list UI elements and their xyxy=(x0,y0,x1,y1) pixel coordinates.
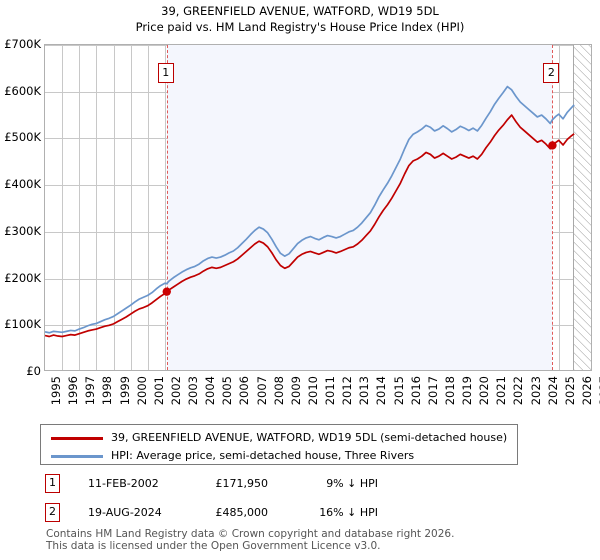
x-axis-tick-label: 1995 xyxy=(49,376,63,406)
x-axis-tick-label: 2021 xyxy=(494,376,509,406)
x-gridline xyxy=(147,45,149,370)
transaction-price: £171,950 xyxy=(215,477,269,490)
transaction-event-line xyxy=(552,45,554,370)
series-line xyxy=(45,85,575,334)
x-gridline xyxy=(113,45,115,370)
x-axis-tick-label: 2002 xyxy=(168,376,183,406)
transaction-index-badge[interactable]: 2 xyxy=(45,503,60,522)
legend-color-swatch xyxy=(51,437,103,440)
x-gridline xyxy=(96,45,98,370)
x-axis-tick-label: 2009 xyxy=(288,376,303,406)
x-gridline xyxy=(79,45,81,370)
x-axis-tick-label: 2006 xyxy=(237,376,252,406)
x-gridline xyxy=(130,45,132,370)
x-axis-tick-label: 2011 xyxy=(323,376,337,406)
x-axis-tick-label: 2026 xyxy=(579,376,594,406)
x-axis-tick-label: 2024 xyxy=(545,376,560,406)
x-gridline xyxy=(164,45,166,370)
transaction-point[interactable] xyxy=(162,287,171,296)
future-projection-hatch xyxy=(573,45,591,370)
x-axis-tick-label: 2025 xyxy=(562,376,577,406)
title-line-2: Price paid vs. HM Land Registry's House … xyxy=(135,20,465,34)
x-axis-tick-label: 2010 xyxy=(305,376,320,406)
x-axis-tick-label: 2001 xyxy=(151,376,166,406)
footer-line-1: Contains HM Land Registry data © Crown c… xyxy=(46,528,455,540)
transaction-index-badge[interactable]: 1 xyxy=(45,474,60,493)
y-axis-tick-label: £200K xyxy=(4,270,41,285)
y-axis-tick-label: £400K xyxy=(4,177,41,192)
x-axis-tick-label: 1997 xyxy=(83,376,98,406)
x-axis-tick-label: 2022 xyxy=(511,376,526,406)
x-axis-tick-label: 2017 xyxy=(425,376,440,406)
transaction-hpi-delta: 16% ↓ HPI xyxy=(319,506,378,519)
plot-area xyxy=(44,44,592,371)
x-axis-tick-label: 2012 xyxy=(340,376,355,406)
y-axis-labels: £0 £100K £200K £300K £400K £500K £600K £700K xyxy=(0,0,44,560)
x-gridline xyxy=(558,45,560,370)
footer: Contains HM Land Registry data © Crown c… xyxy=(46,528,586,552)
y-axis-tick-label: £600K xyxy=(4,83,41,98)
legend-color-swatch xyxy=(51,455,103,458)
series-lines xyxy=(45,85,575,338)
legend-item: HPI: Average price, semi-detached house,… xyxy=(41,446,517,466)
x-axis-tick-label: 2003 xyxy=(186,376,200,406)
x-axis-tick-label: 2014 xyxy=(374,376,389,406)
series-line xyxy=(45,114,575,338)
y-axis-tick-label: £300K xyxy=(4,223,41,238)
legend: 39, GREENFIELD AVENUE, WATFORD, WD19 5DL… xyxy=(40,424,518,465)
legend-item: 39, GREENFIELD AVENUE, WATFORD, WD19 5DL… xyxy=(41,428,517,448)
transaction-hpi-delta: 9% ↓ HPI xyxy=(326,477,378,490)
x-axis-tick-label: 1998 xyxy=(100,376,115,406)
y-axis-tick-label: £0 xyxy=(26,364,41,378)
legend-label: HPI: Average price, semi-detached house,… xyxy=(111,449,415,462)
transaction-date: 11-FEB-2002 xyxy=(88,477,159,490)
transaction-price: £485,000 xyxy=(215,506,269,519)
page-title: 39, GREENFIELD AVENUE, WATFORD, WD19 5DL… xyxy=(0,3,600,35)
x-axis-tick-label: 2013 xyxy=(357,376,372,406)
legend-label: 39, GREENFIELD AVENUE, WATFORD, WD19 5DL… xyxy=(111,431,508,444)
x-axis-tick-label: 2023 xyxy=(528,376,543,406)
x-axis-tick-label: 2008 xyxy=(271,376,286,406)
x-axis-tick-label: 2018 xyxy=(442,376,457,406)
transaction-marker-badge[interactable]: 2 xyxy=(543,63,560,83)
x-axis-tick-label: 2020 xyxy=(477,376,492,406)
x-axis-tick-label: 1999 xyxy=(117,376,132,406)
y-axis-tick-label: £700K xyxy=(4,37,41,51)
x-axis-tick-label: 2016 xyxy=(408,376,423,406)
transaction-point[interactable] xyxy=(548,141,557,150)
x-axis-tick-label: 2007 xyxy=(254,376,269,406)
ownership-period-band xyxy=(166,45,553,370)
footer-line-2: This data is licensed under the Open Gov… xyxy=(46,540,381,552)
transaction-marker-badge[interactable]: 1 xyxy=(157,63,174,83)
x-axis-tick-label: 2015 xyxy=(391,376,406,406)
x-axis-tick-label: 1996 xyxy=(66,376,81,406)
transaction-event-line xyxy=(166,45,168,370)
x-axis-tick-label: 2005 xyxy=(220,376,235,406)
x-gridline xyxy=(62,45,64,370)
x-axis-tick-label: 2019 xyxy=(460,376,474,406)
y-axis-tick-label: £100K xyxy=(4,317,41,332)
x-axis-tick-label: 2000 xyxy=(134,376,149,406)
title-line-1: 39, GREENFIELD AVENUE, WATFORD, WD19 5DL xyxy=(161,4,439,18)
y-axis-tick-label: £500K xyxy=(4,130,41,145)
transaction-date: 19-AUG-2024 xyxy=(88,506,162,519)
x-axis-tick-label: 2004 xyxy=(203,376,218,406)
